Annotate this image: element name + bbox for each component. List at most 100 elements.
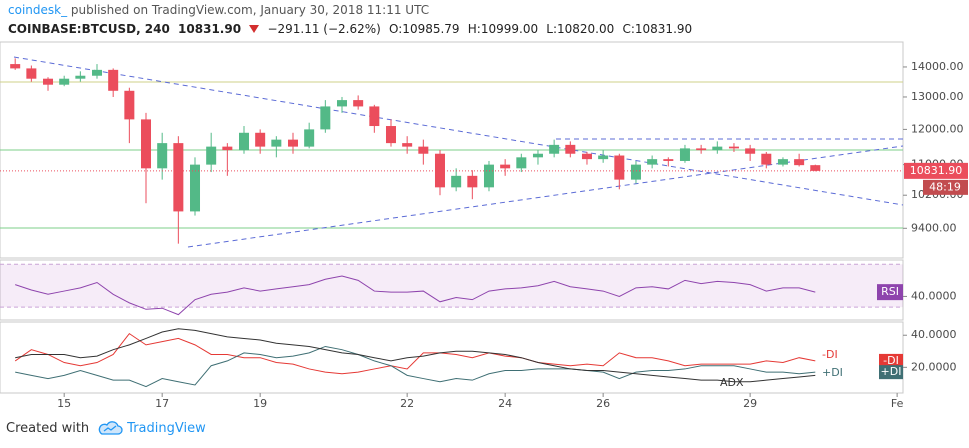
- candle-body: [402, 143, 413, 147]
- last-price-label: 10831.90: [910, 164, 963, 177]
- trend-line: [187, 145, 904, 248]
- candle-body: [385, 126, 396, 144]
- series-label: +DI: [822, 366, 843, 379]
- x-tick-label: 26: [596, 397, 610, 410]
- candle-body: [418, 146, 429, 154]
- footer: Created with TradingView: [6, 420, 206, 436]
- candle-body: [777, 159, 788, 165]
- candle-body: [353, 100, 364, 107]
- y-tick-label: 13000.00: [911, 90, 964, 103]
- candle-body: [500, 164, 511, 169]
- author[interactable]: coindesk_: [8, 3, 68, 17]
- candle-body: [10, 64, 21, 69]
- candle-body: [108, 69, 119, 91]
- candle-body: [794, 159, 805, 166]
- candle-body: [467, 175, 478, 188]
- candle-body: [696, 148, 707, 151]
- candles: [10, 58, 821, 244]
- candle-body: [434, 153, 445, 188]
- candle-body: [810, 165, 821, 171]
- y-tick-label: 40.0000: [911, 328, 957, 341]
- candle-body: [614, 155, 625, 180]
- candle-body: [26, 68, 37, 79]
- candle-body: [271, 139, 282, 147]
- candle-body: [239, 132, 250, 151]
- series-tag: [877, 284, 903, 301]
- candle-body: [43, 78, 54, 85]
- candle-body: [712, 146, 723, 151]
- chart: 14000.0013000.0012000.0011000.0010200.00…: [0, 41, 968, 410]
- candle-body: [255, 132, 266, 147]
- candle-body: [516, 157, 527, 169]
- indicator-line: [15, 328, 816, 383]
- indicator-line: [14, 332, 816, 375]
- ohlc-high: H:10999.00: [467, 22, 539, 36]
- candle-body: [336, 100, 347, 107]
- candle-body: [549, 144, 560, 154]
- publish-line: coindesk_ published on TradingView.com, …: [8, 3, 429, 17]
- y-tick-label: 40.0000: [911, 289, 957, 302]
- candle-body: [173, 143, 184, 212]
- candle-body: [157, 143, 168, 169]
- price-change: −291.11 (−2.62%): [267, 22, 381, 36]
- candle-body: [745, 148, 756, 154]
- candle-body: [483, 164, 494, 188]
- last-price-tag: [904, 162, 968, 179]
- candle-body: [630, 164, 641, 180]
- y-tick-label: 9400.00: [911, 221, 957, 234]
- series-tag-label: RSI: [881, 285, 899, 298]
- candle-body: [663, 159, 674, 161]
- candle-body: [320, 106, 331, 130]
- x-tick-label: Fe: [891, 397, 904, 410]
- candle-body: [451, 175, 462, 188]
- last-price: 10831.90: [178, 22, 242, 36]
- candle-body: [581, 153, 592, 160]
- candle-body: [287, 139, 298, 147]
- published-note: published on TradingView.com, January 30…: [70, 3, 430, 17]
- candle-body: [206, 146, 217, 165]
- symbol-line: COINBASE:BTCUSD, 240 10831.90 −291.11 (−…: [8, 22, 696, 36]
- indicator-line: [15, 345, 816, 388]
- candle-body: [141, 119, 152, 169]
- countdown-label: 48:19: [929, 180, 961, 193]
- countdown-tag: [923, 179, 968, 195]
- drawings: [0, 56, 904, 248]
- series-tag-label: -DI: [883, 354, 899, 367]
- symbol: COINBASE:BTCUSD, 240: [8, 22, 170, 36]
- series-tag-label: +DI: [881, 365, 902, 378]
- brand[interactable]: TradingView: [127, 420, 206, 436]
- y-tick-label: 20.0000: [911, 360, 957, 373]
- ohlc-low: L:10820.00: [546, 22, 615, 36]
- candle-body: [369, 106, 380, 127]
- x-tick-label: 19: [253, 397, 267, 410]
- x-tick-label: 15: [57, 397, 71, 410]
- x-tick-label: 24: [498, 397, 512, 410]
- trend-line: [13, 56, 904, 206]
- candle-body: [190, 164, 201, 212]
- candle-body: [679, 148, 690, 161]
- series-label: -DI: [822, 348, 838, 361]
- candle-body: [761, 153, 772, 165]
- ohlc-open: O:10985.79: [389, 22, 460, 36]
- y-tick-label: 14000.00: [911, 60, 964, 73]
- ohlc-close: C:10831.90: [622, 22, 693, 36]
- candle-body: [647, 159, 658, 165]
- rsi-band: [0, 264, 903, 308]
- indicator-line: [15, 275, 816, 316]
- candle-body: [222, 146, 233, 151]
- x-tick-label: 17: [155, 397, 169, 410]
- candle-body: [75, 75, 86, 79]
- candle-body: [728, 146, 739, 149]
- candle-body: [565, 144, 576, 154]
- series-tag: [879, 365, 903, 380]
- x-tick-label: 22: [400, 397, 414, 410]
- y-tick-label: 12000.00: [911, 122, 964, 135]
- created-with: Created with: [6, 420, 90, 436]
- series-tag: [879, 353, 903, 368]
- candle-body: [124, 90, 135, 120]
- candle-body: [598, 155, 609, 160]
- tv-logo: [98, 421, 123, 435]
- down-arrow: [249, 25, 260, 33]
- x-tick-label: 29: [743, 397, 757, 410]
